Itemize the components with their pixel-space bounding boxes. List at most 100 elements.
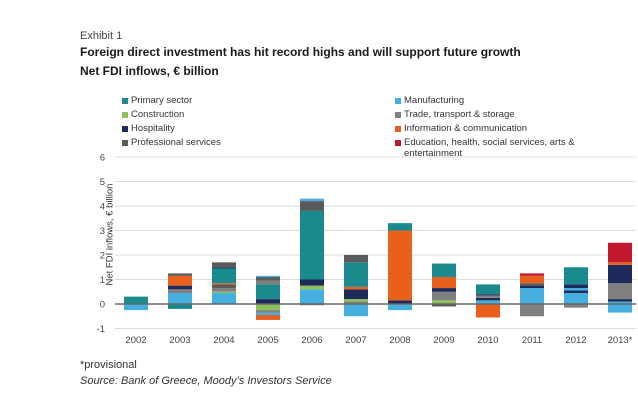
legend-label: Hospitality: [131, 123, 175, 134]
bar-segment: [388, 304, 412, 311]
bar-segment: [344, 299, 368, 302]
legend-item: Hospitality: [122, 123, 175, 134]
x-tick-label: 2013*: [608, 335, 633, 346]
bar-segment: [432, 291, 456, 301]
legend-item: Trade, transport & storage: [395, 109, 515, 120]
source-note: Source: Bank of Greece, Moody’s Investor…: [80, 375, 332, 387]
legend-item: Primary sector: [122, 95, 192, 106]
bar-segment: [608, 301, 632, 304]
legend-item: Information & communication: [395, 123, 527, 134]
legend-swatch: [395, 125, 401, 132]
legend-item: Professional services: [122, 137, 221, 148]
y-tick-label: 1: [100, 275, 105, 286]
bar-segment: [476, 294, 500, 296]
x-tick-label: 2007: [345, 335, 366, 346]
bar-segment: [256, 312, 280, 316]
bar-segment: [344, 301, 368, 304]
bar-segment: [212, 283, 236, 285]
x-tick-label: 2003: [169, 335, 190, 346]
bar-segment: [256, 315, 280, 320]
bar-segment: [344, 255, 368, 263]
bar-segment: [344, 262, 368, 287]
bar-segment: [564, 284, 588, 289]
x-tick-label: 2009: [433, 335, 454, 346]
bar-segment: [256, 280, 280, 285]
bar-segment: [520, 288, 544, 304]
chart-header: Exhibit 1 Foreign direct investment has …: [80, 30, 630, 78]
bar-segment: [564, 267, 588, 285]
bar-segment: [476, 300, 500, 304]
bar-segment: [520, 273, 544, 276]
legend-swatch: [122, 125, 128, 132]
x-tick-label: 2010: [477, 335, 498, 346]
bar-segment: [476, 304, 500, 318]
bar-segment: [168, 289, 192, 293]
bar-segment: [344, 304, 368, 317]
x-tick-label: 2011: [522, 335, 542, 346]
bar-segment: [212, 284, 236, 289]
bar-segment: [124, 304, 148, 311]
bar-segment: [212, 268, 236, 284]
bar-segment: [564, 288, 588, 291]
bar-segment: [564, 304, 588, 308]
y-tick-label: 3: [100, 226, 105, 237]
bar-segment: [608, 262, 632, 265]
legend-swatch: [395, 139, 401, 146]
bar-segment: [432, 300, 456, 304]
chart-title: Foreign direct investment has hit record…: [80, 45, 521, 59]
x-tick-label: 2002: [125, 335, 146, 346]
bar-segment: [608, 264, 632, 284]
bar-segment: [608, 242, 632, 263]
y-tick-label: 5: [100, 177, 105, 188]
legend-swatch: [395, 97, 401, 104]
y-tick-label: -1: [97, 324, 105, 335]
y-tick-label: 0: [100, 300, 105, 311]
bar-segment: [300, 198, 324, 202]
bar-segment: [212, 291, 236, 293]
bar-segment: [564, 292, 588, 304]
legend-swatch: [122, 139, 128, 146]
bar-segment: [168, 285, 192, 290]
y-axis-label: Net FDI inflows, € billion: [104, 183, 116, 286]
bar-segment: [432, 277, 456, 289]
legend-swatch: [122, 97, 128, 104]
bar-segment: [608, 304, 632, 313]
x-tick-label: 2006: [301, 335, 322, 346]
bar-segment: [212, 292, 236, 304]
bar-segment: [388, 300, 412, 304]
bar-segment: [256, 299, 280, 304]
legend-label: Primary sector: [131, 95, 193, 106]
bar-segment: [344, 289, 368, 300]
y-tick-label: 4: [100, 202, 105, 213]
bar-segment: [256, 277, 280, 281]
bar-segment: [168, 292, 192, 304]
bar-segment: [168, 304, 192, 309]
bar-segment: [256, 310, 280, 313]
y-tick-label: 6: [100, 153, 105, 164]
bar-segment: [608, 283, 632, 300]
bar-segment: [432, 263, 456, 278]
bar-segment: [300, 285, 324, 290]
bar-segment: [476, 297, 500, 301]
bar-segment: [564, 290, 588, 293]
bar-segment: [212, 267, 236, 269]
bar-segment: [300, 289, 324, 304]
legend-label: Information & communication: [404, 123, 528, 134]
bar-segment: [388, 223, 412, 231]
bar-segment: [300, 210, 324, 280]
legend-item: Education, health, social services, arts…: [395, 137, 627, 159]
bar-segment: [300, 279, 324, 286]
legend-swatch: [395, 111, 401, 118]
x-tick-label: 2012: [565, 335, 586, 346]
legend-item: Construction: [122, 109, 184, 120]
legend-swatch: [122, 111, 128, 118]
footnote: *provisional: [80, 359, 137, 371]
x-tick-label: 2004: [213, 335, 234, 346]
bar-segment: [520, 283, 544, 286]
legend-label: Construction: [131, 109, 185, 120]
legend-item: Manufacturing: [395, 95, 464, 106]
exhibit-label: Exhibit 1: [80, 30, 123, 42]
bar-segment: [608, 299, 632, 302]
bar-segment: [168, 275, 192, 286]
